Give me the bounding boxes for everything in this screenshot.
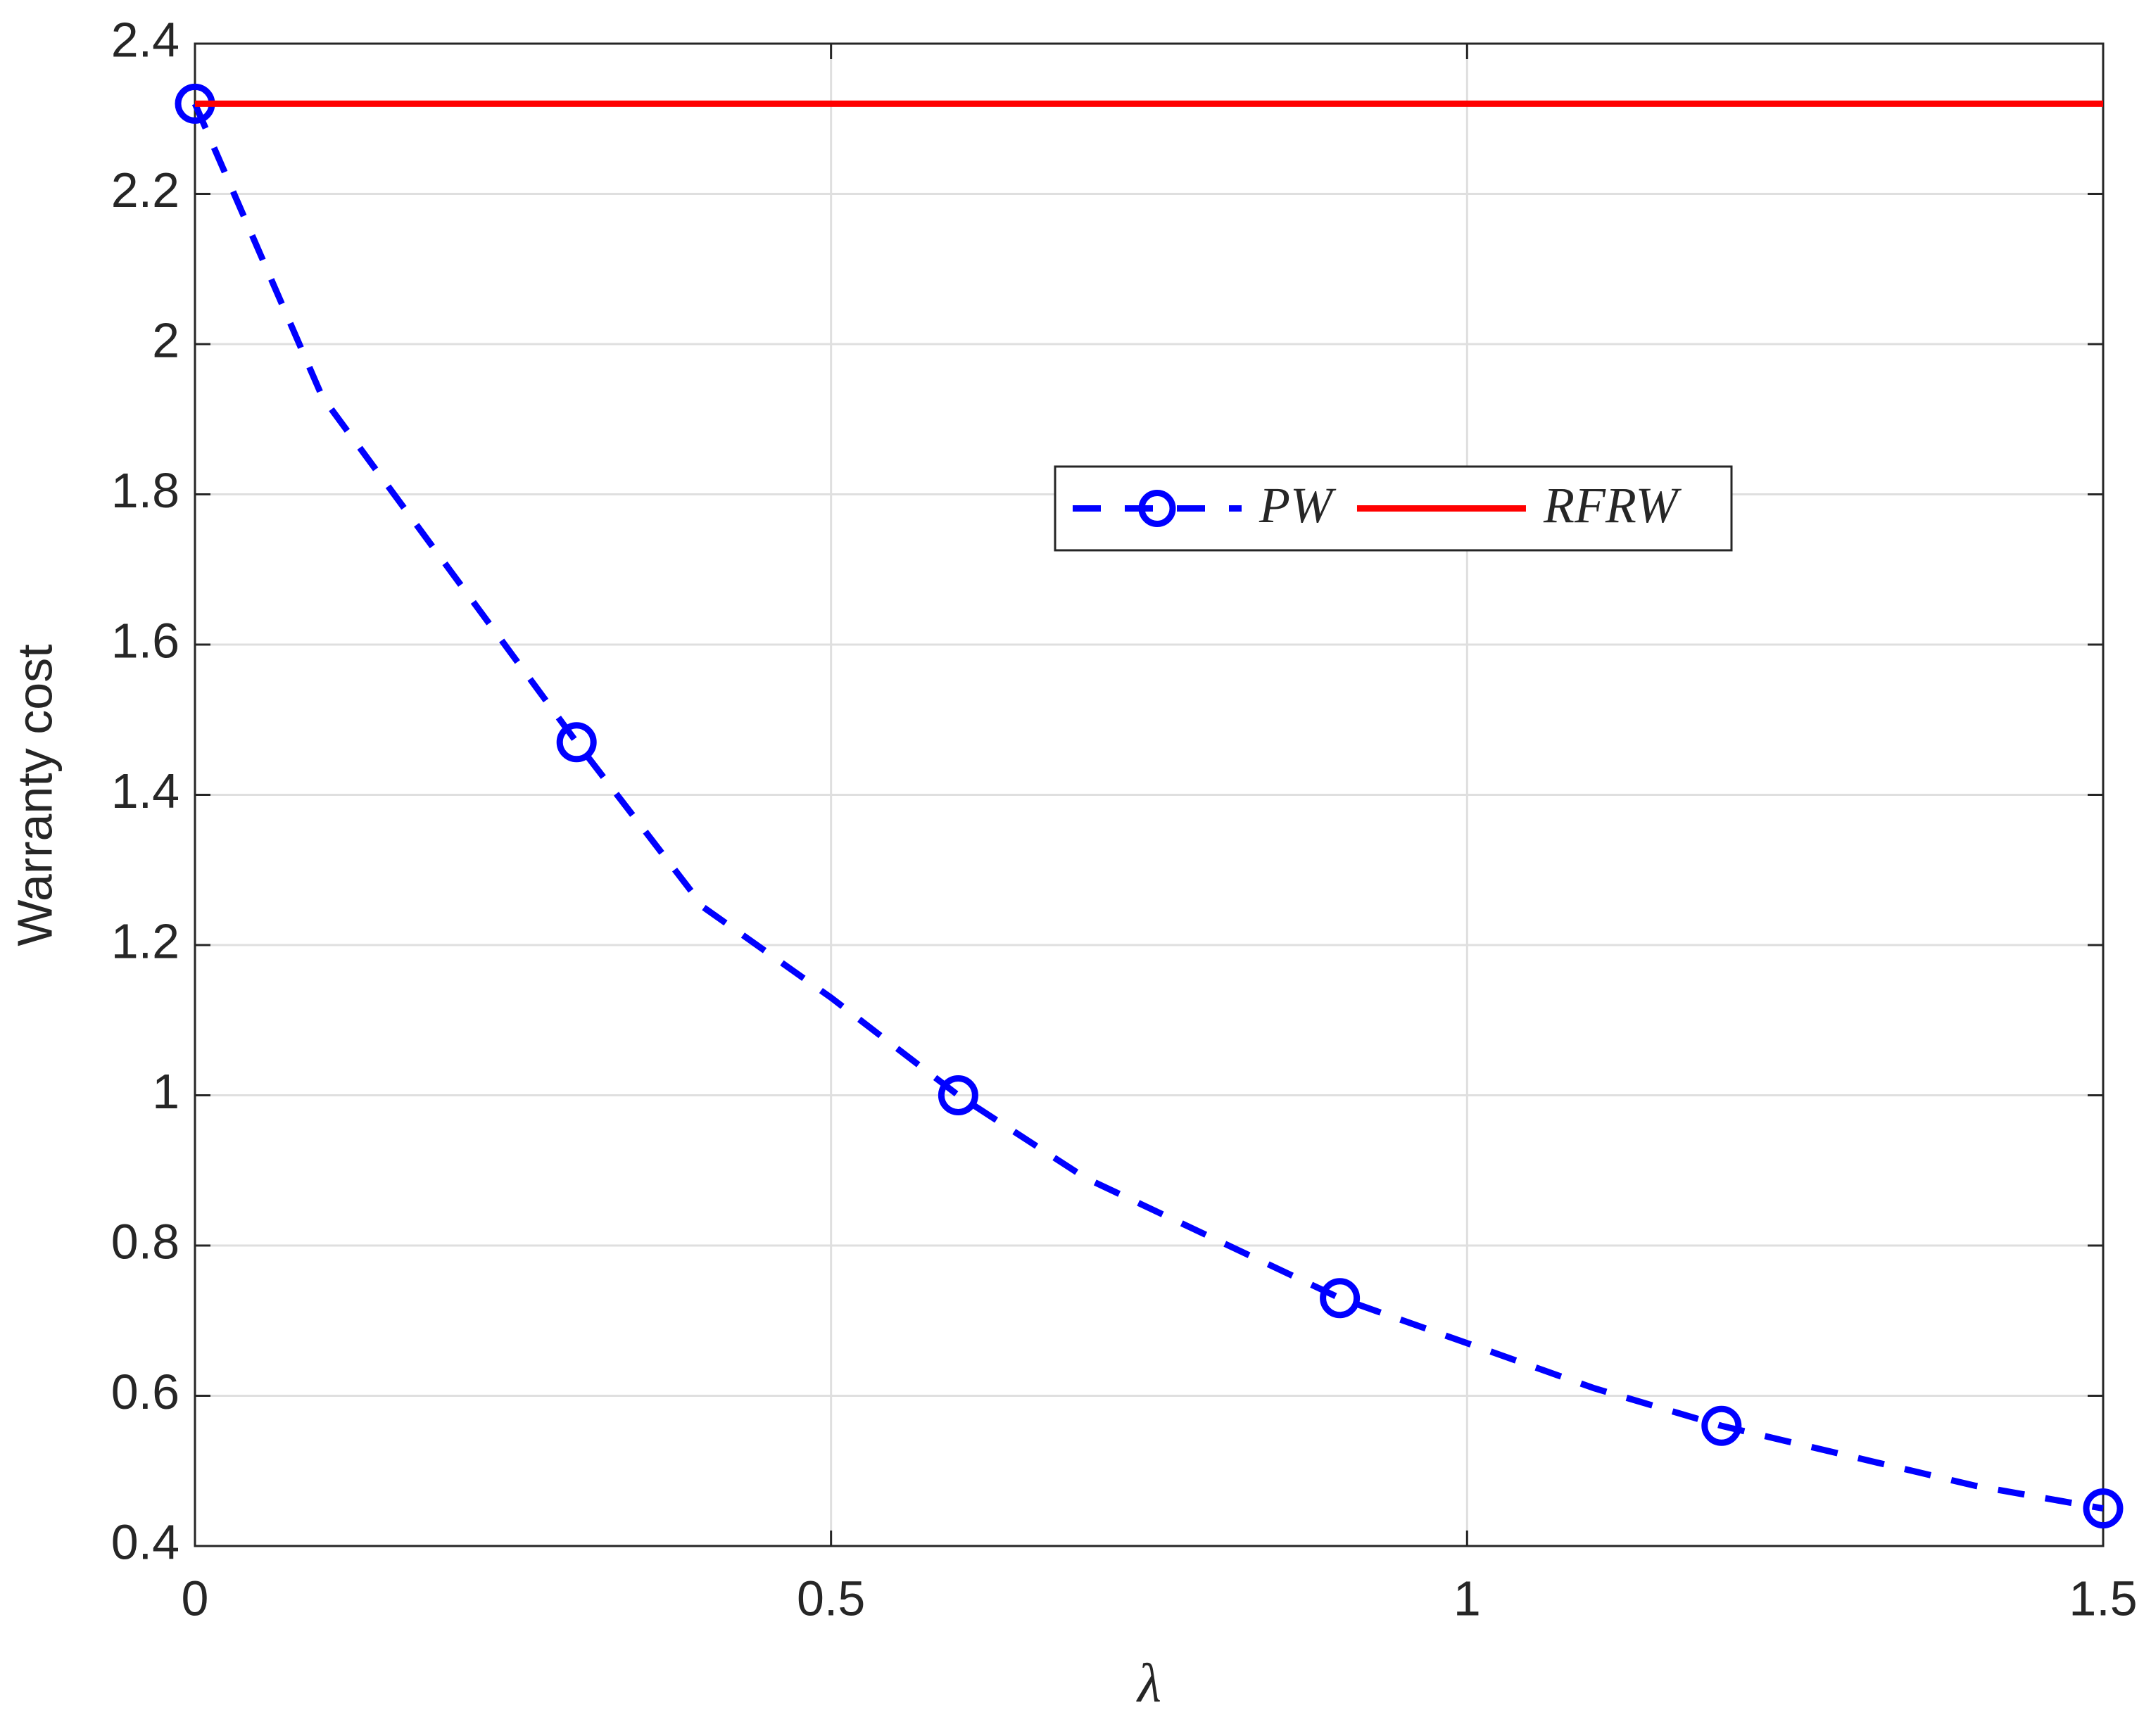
y-tick-label: 0.4 — [111, 1514, 179, 1569]
x-tick-label: 1 — [1453, 1571, 1481, 1626]
legend-label: PW — [1259, 477, 1337, 533]
y-tick-label: 1.6 — [111, 613, 179, 668]
data-marker — [1701, 1405, 1742, 1446]
x-tick-label: 0.5 — [797, 1571, 865, 1626]
y-axis-label: Warranty cost — [7, 644, 62, 946]
legend: PW RFRW — [1054, 465, 1733, 552]
y-tick-label: 0.8 — [111, 1214, 179, 1269]
y-tick-label: 1 — [152, 1064, 179, 1119]
y-tick-label: 0.6 — [111, 1364, 179, 1419]
plot-frame — [194, 42, 2105, 1547]
y-tick-label: 1.2 — [111, 913, 179, 968]
data-line — [191, 102, 2104, 1512]
data-marker — [2083, 1488, 2124, 1529]
data-marker — [556, 722, 597, 763]
y-tick-label: 1.4 — [111, 764, 179, 818]
data-marker — [1320, 1278, 1361, 1319]
legend-label: RFRW — [1543, 477, 1682, 533]
x-tick-label: 1.5 — [2069, 1571, 2137, 1626]
y-tick-label: 2.4 — [111, 12, 179, 67]
y-tick-label: 2.2 — [111, 163, 179, 217]
data-marker — [938, 1075, 978, 1115]
x-axis-label: λ — [1136, 1652, 1161, 1713]
y-tick-label: 1.8 — [111, 463, 179, 518]
y-tick-label: 2 — [152, 312, 179, 367]
legend-marker — [1138, 490, 1176, 527]
x-tick-label: 0 — [182, 1571, 209, 1626]
